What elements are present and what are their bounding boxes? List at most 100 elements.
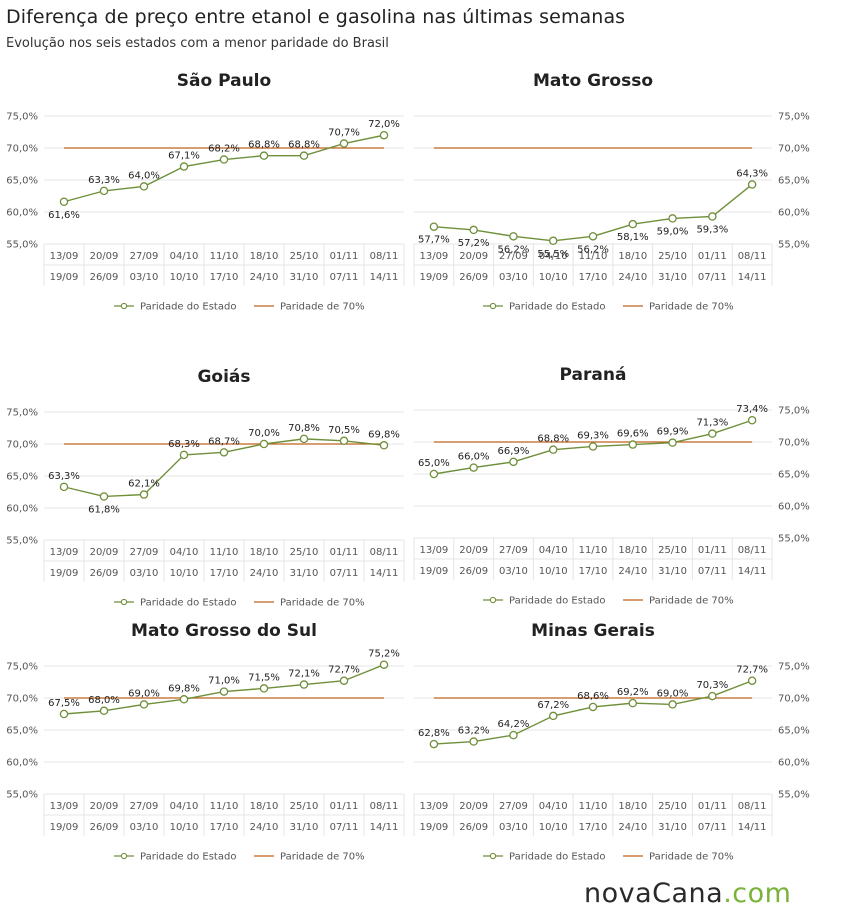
data-point — [59, 709, 69, 719]
y-tick-label: 55,0% — [778, 790, 810, 801]
y-tick-label: 70,0% — [778, 144, 810, 155]
chart-title: Minas Gerais — [531, 621, 655, 641]
data-point — [99, 706, 109, 716]
data-label: 64,0% — [128, 170, 160, 181]
data-label: 66,9% — [498, 446, 530, 457]
x-tick-label: 25/10 — [658, 801, 687, 812]
data-point — [509, 232, 518, 241]
x-tick-label: 08/11 — [738, 251, 767, 262]
data-label: 64,2% — [498, 719, 530, 730]
x-tick-label: 27/09 — [130, 801, 159, 812]
x-tick-label: 03/10 — [130, 272, 159, 283]
legend-series-marker — [489, 852, 497, 860]
x-tick-label: 14/11 — [370, 822, 399, 833]
data-label: 70,0% — [248, 428, 280, 439]
y-tick-label: 70,0% — [778, 438, 810, 449]
x-tick-label: 26/09 — [459, 272, 488, 283]
data-point — [628, 698, 638, 708]
y-tick-label: 75,0% — [6, 112, 38, 123]
x-tick-label: 08/11 — [370, 801, 399, 812]
y-tick-label: 65,0% — [778, 726, 810, 737]
x-tick-label: 04/10 — [170, 251, 199, 262]
legend-series-marker — [489, 596, 497, 604]
chart-panel: Minas Gerais 75,0% 70,0% 65,0% 60,0% 55,0% 13/… — [410, 612, 810, 882]
data-label: 69,0% — [128, 688, 160, 699]
data-label: 63,2% — [458, 726, 490, 737]
data-point — [219, 687, 229, 696]
data-point — [299, 680, 309, 689]
x-tick-label: 17/10 — [210, 272, 239, 283]
legend-reference-label: Paridade de 70% — [649, 302, 734, 313]
data-label: 67,5% — [48, 698, 80, 709]
data-point — [747, 676, 757, 685]
y-tick-label: 75,0% — [778, 112, 810, 123]
chart-panel: Paraná 75,0% 70,0% 65,0% 60,0% 55,0% 13/09 20/0… — [410, 356, 810, 626]
x-tick-label: 19/09 — [50, 272, 79, 283]
x-tick-label: 13/09 — [50, 801, 79, 812]
y-tick-label: 70,0% — [6, 694, 38, 705]
x-tick-label: 13/09 — [419, 251, 448, 262]
x-tick-label: 25/10 — [658, 545, 687, 556]
chart-title: Mato Grosso — [533, 71, 653, 91]
page-title: Diferença de preço entre etanol e gasoli… — [6, 6, 626, 28]
x-tick-label: 18/10 — [618, 545, 647, 556]
data-point — [179, 695, 189, 704]
data-label: 55,5% — [537, 249, 569, 260]
chart-panel: Mato Grosso do Sul 75,0% 70,0% 65,0% 60,0% 55… — [6, 612, 406, 882]
legend-series-label: Paridade do Estado — [140, 598, 236, 609]
x-tick-label: 10/10 — [539, 272, 568, 283]
x-tick-label: 31/10 — [658, 272, 687, 283]
chart-panel: Mato Grosso 75,0% 70,0% 65,0% 60,0% 55,0% 13/0… — [410, 62, 810, 332]
data-point — [588, 232, 598, 241]
x-tick-label: 07/11 — [698, 272, 727, 283]
legend-series-label: Paridade do Estado — [140, 302, 236, 313]
x-tick-label: 04/10 — [170, 801, 199, 812]
x-tick-label: 13/09 — [50, 251, 79, 262]
data-label: 68,8% — [537, 434, 569, 445]
data-label: 68,8% — [248, 140, 280, 151]
x-tick-label: 11/10 — [210, 251, 239, 262]
data-point — [429, 739, 439, 749]
y-tick-label: 60,0% — [778, 502, 810, 513]
y-tick-label: 75,0% — [6, 408, 38, 419]
x-tick-label: 03/10 — [499, 272, 528, 283]
x-tick-label: 24/10 — [618, 822, 647, 833]
data-point — [299, 151, 309, 160]
x-tick-label: 10/10 — [170, 822, 199, 833]
data-label: 72,7% — [736, 665, 768, 676]
data-label: 69,2% — [617, 687, 649, 698]
data-label: 56,2% — [577, 244, 609, 255]
legend-reference-label: Paridade de 70% — [280, 302, 365, 313]
x-tick-label: 03/10 — [499, 822, 528, 833]
data-label: 61,8% — [88, 504, 120, 515]
x-tick-label: 08/11 — [738, 545, 767, 556]
data-point — [708, 212, 717, 221]
data-label: 68,8% — [288, 140, 320, 151]
x-tick-label: 31/10 — [290, 272, 319, 283]
x-tick-label: 20/09 — [90, 251, 119, 262]
y-tick-label: 75,0% — [778, 406, 810, 417]
y-tick-label: 75,0% — [6, 662, 38, 673]
x-tick-label: 20/09 — [90, 801, 119, 812]
legend-series-marker — [120, 302, 128, 310]
legend-reference-label: Paridade de 70% — [280, 598, 365, 609]
data-label: 57,7% — [418, 235, 450, 246]
x-tick-label: 26/09 — [459, 822, 488, 833]
data-point — [339, 436, 349, 446]
data-label: 71,5% — [248, 672, 280, 683]
series-line — [63, 438, 385, 498]
x-tick-label: 11/10 — [579, 545, 608, 556]
y-tick-label: 70,0% — [778, 694, 810, 705]
legend-series-marker — [120, 852, 128, 860]
x-tick-label: 03/10 — [130, 822, 159, 833]
data-point — [179, 162, 189, 171]
x-tick-label: 24/10 — [250, 822, 279, 833]
x-tick-label: 17/10 — [210, 568, 239, 579]
x-tick-label: 18/10 — [250, 547, 279, 558]
x-tick-label: 26/09 — [90, 568, 119, 579]
data-label: 69,0% — [657, 688, 689, 699]
data-point — [509, 457, 518, 467]
y-tick-label: 65,0% — [778, 176, 810, 187]
data-point — [628, 219, 638, 229]
data-label: 68,7% — [208, 436, 240, 447]
